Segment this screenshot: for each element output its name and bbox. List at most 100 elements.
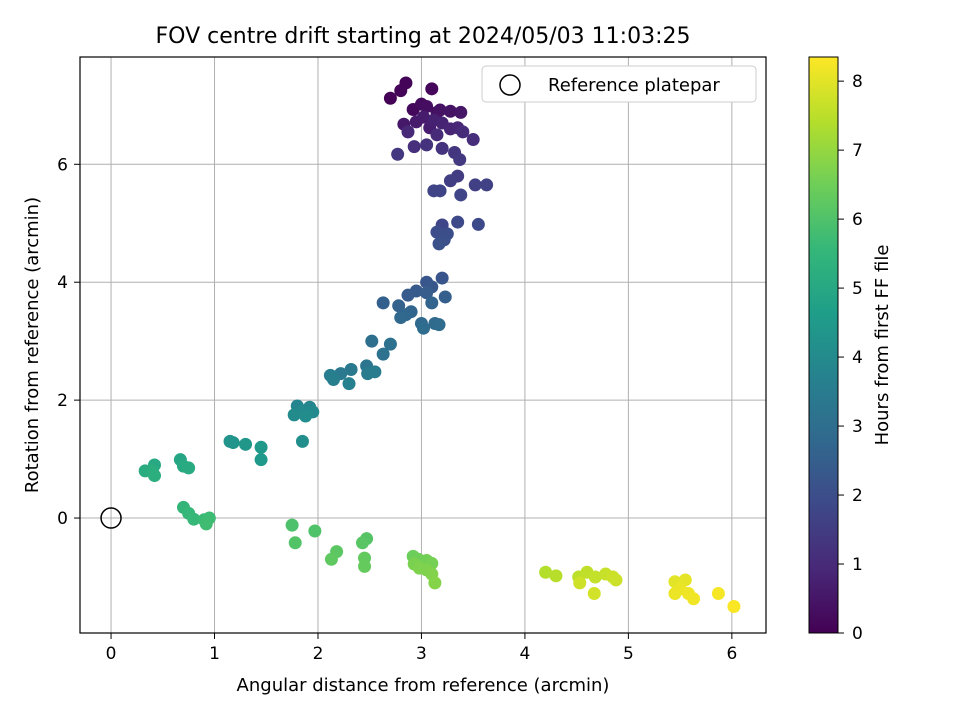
reference-platepar-marker [100,507,122,529]
data-point [573,576,587,590]
data-point [438,290,452,304]
data-point [432,237,446,251]
data-point [417,321,431,335]
data-point [254,453,268,467]
data-point [727,599,741,613]
legend-label: Reference platepar [548,75,720,96]
data-point [549,569,563,583]
y-tick-label: 4 [57,273,68,293]
data-point [668,586,682,600]
data-point [425,82,439,96]
colorbar-label: Hours from first FF file [872,245,893,446]
x-tick-label: 2 [313,644,324,664]
data-point [480,178,494,192]
data-point [417,110,431,124]
data-point [687,592,701,606]
chart-title: FOV centre drift starting at 2024/05/03 … [156,24,691,49]
colorbar: 0 1 2 3 4 5 6 7 8 Hours from first FF file [808,56,893,644]
data-point [401,125,415,139]
y-tick-label: 6 [57,155,68,175]
data-point [182,461,196,475]
colorbar-tick-label: 4 [852,348,863,368]
data-point [358,559,372,573]
data-point [407,140,421,154]
y-tick-label: 2 [57,391,68,411]
data-point [324,552,338,566]
plot-area-frame [79,56,767,634]
x-tick-label: 1 [209,644,220,664]
data-point [609,573,623,587]
data-point [226,436,240,450]
data-point [588,570,602,584]
colorbar-tick-label: 2 [852,486,863,506]
data-point [428,576,442,590]
data-point [383,337,397,351]
legend-marker-icon [499,74,521,96]
data-point [391,147,405,161]
data-point [254,440,268,454]
data-point [435,141,449,155]
data-point [365,334,379,348]
data-point [239,437,253,451]
data-point [471,217,485,231]
data-point [711,586,725,600]
data-point [392,299,406,313]
data-point [394,311,408,325]
colorbar-tick-label: 6 [852,210,863,230]
data-point [420,100,434,114]
data-point [430,128,444,142]
data-point [433,103,447,117]
data-point [443,104,457,118]
colorbar-frame [808,56,839,634]
data-point [454,105,468,119]
data-point [399,76,413,90]
y-tick-label: 0 [57,509,68,529]
data-point [435,271,449,285]
colorbar-tick-label: 7 [852,141,863,161]
x-tick-label: 3 [416,644,427,664]
data-point [199,517,213,531]
data-point [432,318,446,332]
data-point [376,296,390,310]
data-point [454,188,468,202]
data-point [420,286,434,300]
grid-lines [80,57,766,633]
data-point [443,174,457,188]
data-point [342,377,356,391]
data-point [285,518,299,532]
colorbar-tick-label: 3 [852,417,863,437]
x-axis-label: Angular distance from reference (arcmin) [237,675,610,696]
legend-box [481,65,757,103]
data-point [344,362,358,376]
data-point [355,536,369,550]
x-tick-label: 0 [106,644,117,664]
colorbar-gradient [809,57,838,633]
data-point [587,586,601,600]
colorbar-tick-label: 5 [852,279,863,299]
data-point [287,408,301,422]
data-point [468,178,482,192]
data-point [453,153,467,167]
data-point [466,133,480,147]
data-points [138,76,741,613]
colorbar-tick-label: 1 [852,555,863,575]
data-point [187,512,201,526]
colorbar-tick-label: 0 [852,624,863,644]
data-point [539,565,553,579]
data-point [456,125,470,139]
colorbar-tick-label: 8 [852,72,863,92]
colorbar-ticks: 0 1 2 3 4 5 6 7 8 [838,72,863,644]
reference-marker-layer [100,507,122,529]
data-point [288,536,302,550]
data-point [401,288,415,302]
data-point [433,184,447,198]
data-point [308,524,322,538]
x-tick-label: 5 [623,644,634,664]
x-tick-label: 6 [726,644,737,664]
data-point [361,367,375,381]
data-point [425,296,439,310]
data-point [376,347,390,361]
data-point [326,372,340,386]
data-point [295,434,309,448]
